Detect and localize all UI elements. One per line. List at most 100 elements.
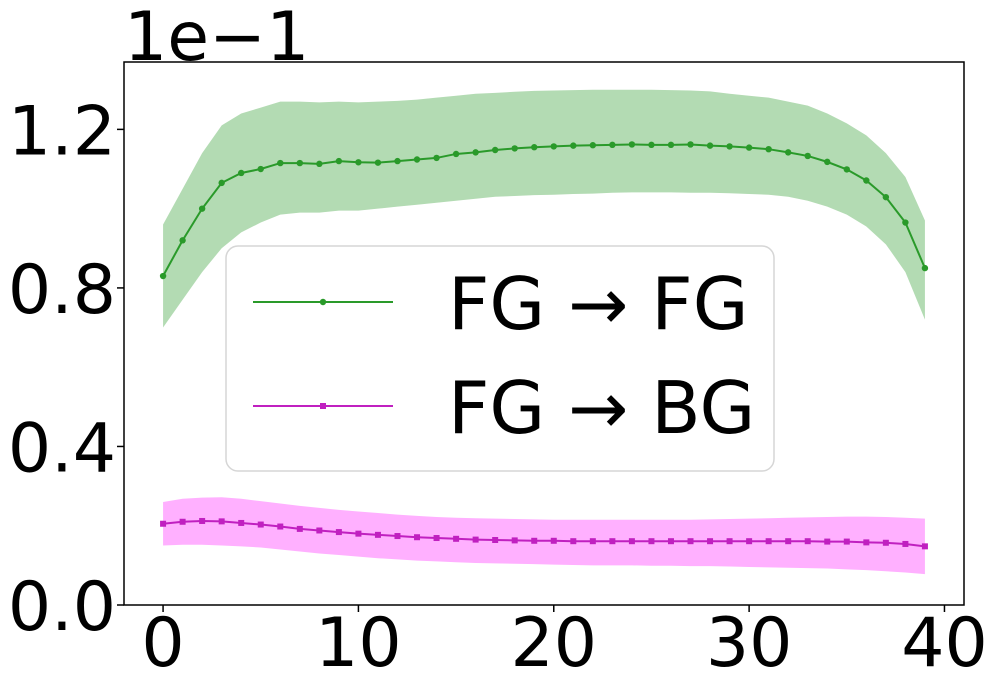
fg-to-fg-point (257, 165, 264, 173)
fg-to-bg-point (394, 533, 401, 540)
fg-to-fg-point (433, 154, 440, 162)
fg-to-fg-point (394, 157, 401, 165)
y-axis-offset-label: 1e−1 (124, 0, 309, 77)
fg-to-fg-point (218, 179, 225, 187)
x-tick-label: 10 (315, 604, 402, 683)
series-lines (162, 143, 926, 548)
fg-to-bg-point (472, 536, 479, 543)
fg-to-fg-point (570, 142, 577, 149)
fg-to-fg-point (413, 156, 421, 163)
fg-to-fg-point (921, 264, 929, 272)
x-axis: 0 10 20 30 40 (141, 604, 987, 683)
fg-to-bg-point (355, 530, 362, 537)
fg-to-bg-point (843, 538, 850, 545)
fg-to-bg-point (726, 538, 733, 545)
y-tick-label: 0.0 (8, 568, 116, 647)
fg-to-fg-point (491, 146, 499, 154)
fg-to-fg-point (198, 205, 206, 212)
fg-to-fg-point (745, 144, 753, 151)
fg-to-fg-point (843, 166, 850, 173)
fg-to-fg-point (784, 149, 792, 156)
fg-to-bg-point (570, 538, 577, 545)
y-tick-label: 1.2 (8, 92, 116, 171)
fg-to-fg-point (531, 144, 538, 151)
fg-to-bg-point (160, 520, 167, 527)
fg-to-fg-point (882, 193, 890, 201)
fg-to-bg-point (511, 537, 518, 544)
fg-to-fg-point (765, 145, 772, 153)
fg-to-bg-point (374, 531, 381, 538)
fg-to-bg-point (589, 538, 596, 545)
fg-to-bg-point (609, 538, 616, 545)
fg-to-fg-point (667, 141, 675, 149)
fg-to-bg-point (628, 538, 635, 545)
fg-to-bg-point (648, 538, 655, 545)
fg-to-bg-point (277, 523, 284, 530)
fg-to-bg-point (550, 537, 557, 544)
legend-fg-to-fg-label: FG → FG (448, 262, 749, 346)
y-axis: 0.0 0.4 0.8 1.2 (8, 92, 124, 647)
legend-fg-to-bg-label: FG → BG (448, 366, 755, 450)
fg-to-fg-point (863, 177, 870, 184)
confidence-bands (163, 89, 925, 575)
y-tick-label: 0.4 (8, 409, 116, 488)
fg-to-fg-line (162, 143, 926, 277)
fg-to-fg-point (589, 142, 597, 149)
fg-to-bg-point (687, 538, 694, 545)
fg-to-bg-point (453, 535, 460, 542)
fg-to-fg-point (355, 159, 362, 166)
fg-to-bg-point (746, 538, 753, 545)
x-tick-label: 0 (141, 604, 184, 683)
fg-to-fg-point (726, 143, 733, 150)
fg-to-bg-point (414, 534, 421, 541)
fg-to-fg-point (609, 141, 616, 149)
fg-to-bg-point (257, 521, 264, 528)
series-markers (159, 141, 929, 550)
x-tick-label: 30 (706, 604, 793, 683)
fg-to-fg-point (687, 141, 694, 148)
fg-to-fg-point (706, 142, 714, 149)
fg-to-bg-point (218, 518, 225, 525)
fg-to-bg-band (163, 497, 925, 575)
fg-to-fg-point (238, 169, 245, 177)
fg-to-fg-point (452, 150, 460, 158)
fg-to-fg-point (296, 159, 304, 167)
x-tick-label: 20 (511, 604, 598, 683)
fg-to-bg-point (433, 535, 440, 542)
fg-to-bg-point (804, 538, 811, 545)
fg-to-fg-point (550, 143, 557, 150)
fg-to-fg-point (628, 141, 636, 148)
fg-to-bg-point (179, 518, 186, 525)
fg-to-fg-point (824, 158, 831, 166)
fg-to-fg-point (472, 149, 479, 156)
fg-to-bg-point (531, 537, 538, 544)
fg-to-bg-point (492, 536, 499, 543)
fg-to-fg-point (804, 152, 811, 160)
fg-to-bg-point (238, 519, 245, 526)
fg-to-bg-point (199, 517, 206, 524)
y-tick-label: 0.8 (8, 251, 116, 330)
fg-to-fg-point (159, 272, 167, 280)
fg-to-bg-point (882, 539, 889, 546)
fg-to-fg-point (648, 141, 655, 149)
fg-to-bg-point (335, 529, 342, 536)
fg-to-fg-point (316, 160, 323, 168)
fg-to-bg-point (296, 525, 303, 532)
fg-to-fg-point (335, 157, 343, 165)
fg-to-bg-point (863, 539, 870, 546)
fg-to-bg-point (667, 538, 674, 545)
fg-to-bg-line (162, 519, 926, 548)
fg-to-fg-band (163, 89, 925, 328)
legend-fg-to-fg-swatch-marker (319, 298, 327, 306)
plot-area-frame (123, 61, 965, 606)
legend-fg-to-bg-swatch-marker (320, 403, 326, 409)
fg-to-bg-point (902, 540, 909, 547)
fg-to-bg-point (824, 538, 831, 545)
legend: FG → FG FG → BG (225, 245, 775, 472)
fg-to-fg-point (902, 219, 909, 226)
fg-to-bg-point (921, 543, 928, 550)
fg-to-fg-point (179, 237, 186, 244)
fg-to-fg-point (277, 159, 284, 167)
fg-to-bg-point (765, 538, 772, 545)
